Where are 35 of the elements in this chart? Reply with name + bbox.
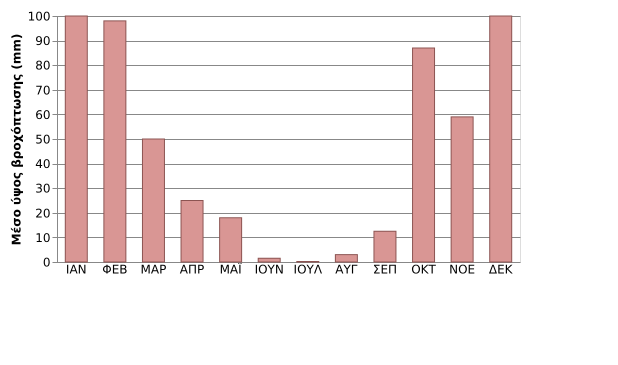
y-tick-label: 70 (35, 83, 50, 98)
bar (258, 258, 281, 262)
x-tick-label: ΔΕΚ (488, 262, 514, 276)
x-tick-label: ΝΟΕ (449, 262, 476, 276)
x-tick-label: ΦΕΒ (102, 262, 128, 276)
x-tick-label: ΙΟΥΛ (294, 262, 323, 276)
bar (334, 254, 358, 262)
bar (64, 16, 88, 262)
x-tick-label: ΣΕΠ (372, 262, 398, 276)
x-tick-label: ΜΑΪ (220, 262, 242, 276)
y-tick-label: 80 (35, 58, 50, 73)
y-tick-label: 90 (35, 34, 50, 48)
x-tick-label: ΑΥΓ (335, 262, 358, 276)
x-tick-label: ΟΚΤ (411, 262, 437, 276)
y-tick-label: 0 (42, 256, 50, 270)
x-tick-label: ΑΠΡ (180, 262, 204, 276)
y-tick-label: 60 (35, 108, 50, 122)
y-tick-label: 30 (35, 182, 50, 196)
bar (450, 116, 474, 262)
y-axis-title: Μέσο ύψος βροχόπτωσης (mm) (10, 34, 24, 246)
bar (103, 20, 126, 262)
x-tick-label: ΙΑΝ (66, 262, 87, 276)
bar (142, 138, 165, 262)
y-tick-label: 100 (28, 10, 50, 24)
bar (373, 230, 396, 262)
bar (489, 16, 512, 262)
y-tick-label: 10 (35, 230, 50, 245)
bar (180, 200, 204, 262)
x-tick-label: ΙΟΥΝ (254, 262, 284, 276)
bar (412, 47, 436, 262)
y-tick-label: 50 (35, 132, 50, 146)
bar (219, 217, 242, 262)
y-tick-label: 40 (35, 157, 50, 172)
y-tick-label: 20 (35, 206, 50, 220)
x-tick-label: ΜΑΡ (140, 262, 166, 276)
